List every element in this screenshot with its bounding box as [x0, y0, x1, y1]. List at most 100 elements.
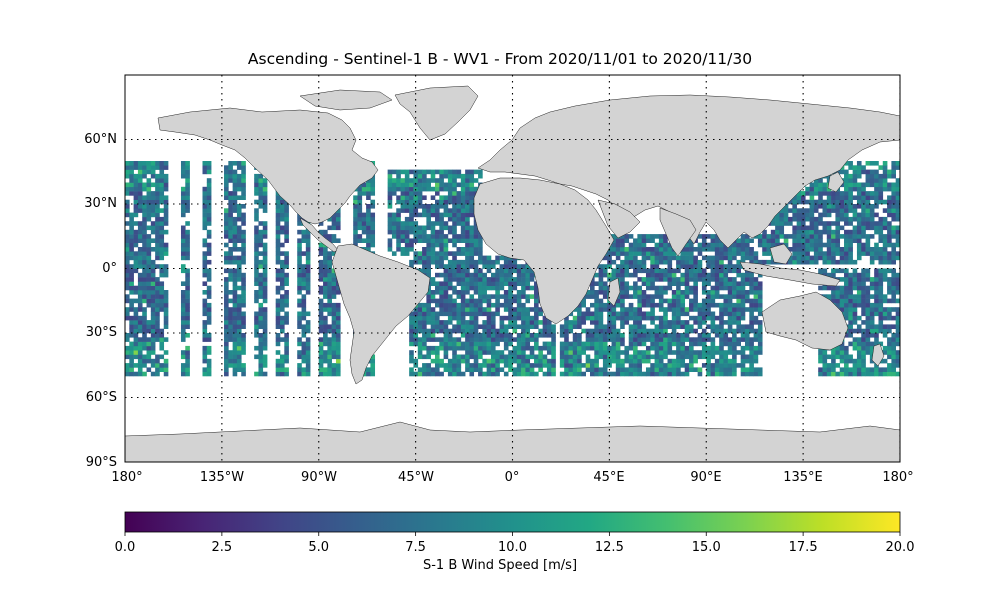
wind-cell	[305, 341, 311, 347]
wind-cell	[422, 225, 427, 231]
wind-cell	[280, 225, 285, 231]
wind-cell	[435, 363, 440, 368]
wind-cell	[719, 281, 724, 286]
wind-cell	[869, 161, 875, 166]
wind-cell	[232, 371, 238, 377]
wind-cell	[262, 221, 268, 226]
wind-cell	[357, 225, 363, 231]
wind-cell	[297, 324, 302, 329]
wind-cell	[129, 216, 134, 222]
wind-cell	[254, 216, 259, 222]
wind-cell	[305, 350, 311, 355]
wind-cell	[503, 333, 509, 338]
wind-cell	[469, 251, 475, 256]
wind-cell	[895, 277, 900, 282]
wind-cell	[236, 264, 242, 269]
wind-cell	[159, 165, 165, 170]
wind-cell	[783, 242, 789, 248]
wind-cell	[848, 281, 853, 286]
wind-cell	[732, 251, 737, 256]
wind-cell	[430, 242, 436, 248]
wind-cell	[331, 324, 337, 329]
wind-cell	[443, 225, 449, 231]
wind-cell	[460, 345, 466, 351]
wind-cell	[856, 345, 862, 351]
wind-cell	[422, 367, 427, 372]
wind-cell	[202, 191, 208, 196]
wind-cell	[779, 229, 785, 235]
wind-cell	[439, 371, 444, 377]
wind-cell	[142, 311, 147, 317]
wind-cell	[594, 290, 599, 295]
wind-cell	[503, 328, 509, 334]
wind-cell	[224, 165, 229, 170]
wind-cell	[232, 191, 238, 196]
wind-cell	[460, 328, 466, 334]
wind-cell	[525, 272, 531, 278]
wind-cell	[723, 247, 729, 252]
wind-cell	[508, 277, 513, 282]
wind-cell	[508, 285, 513, 291]
wind-cell	[645, 371, 651, 377]
wind-cell	[443, 208, 449, 213]
wind-cell	[775, 234, 780, 239]
wind-cell	[465, 367, 470, 372]
wind-cell	[495, 285, 500, 291]
wind-cell	[284, 345, 289, 351]
wind-cell	[895, 234, 900, 239]
wind-cell	[404, 204, 410, 209]
wind-cell	[129, 169, 134, 175]
wind-cell	[727, 277, 733, 282]
wind-cell	[650, 363, 655, 368]
wind-cell	[254, 311, 259, 317]
wind-cell	[844, 285, 849, 291]
wind-cell	[753, 328, 759, 334]
wind-cell	[865, 277, 871, 282]
wind-cell	[404, 191, 410, 196]
wind-cell	[275, 225, 281, 231]
wind-cell	[749, 277, 754, 282]
wind-cell	[327, 350, 332, 355]
wind-cell	[254, 178, 259, 183]
wind-cell	[129, 221, 134, 226]
wind-cell	[697, 302, 703, 308]
wind-cell	[163, 242, 169, 248]
wind-cell	[882, 350, 888, 355]
wind-cell	[516, 315, 522, 321]
wind-cell	[826, 208, 832, 213]
wind-cell	[323, 371, 328, 377]
wind-cell	[150, 358, 156, 364]
wind-cell	[874, 333, 879, 338]
wind-cell	[611, 272, 617, 278]
wind-cell	[137, 186, 143, 192]
wind-cell	[370, 225, 376, 231]
wind-cell	[460, 259, 466, 265]
wind-cell	[258, 238, 264, 243]
wind-cell	[297, 251, 302, 256]
wind-cell	[844, 186, 849, 192]
wind-cell	[745, 341, 750, 347]
wind-cell	[581, 302, 586, 308]
wind-cell	[732, 255, 737, 261]
wind-cell	[357, 234, 363, 239]
wind-cell	[495, 354, 500, 360]
wind-cell	[714, 363, 720, 368]
wind-cell	[568, 367, 574, 372]
wind-cell	[430, 208, 436, 213]
wind-cell	[637, 290, 642, 295]
wind-cell	[878, 285, 884, 291]
wind-cell	[878, 251, 884, 256]
wind-cell	[852, 302, 858, 308]
wind-cell	[305, 229, 311, 235]
wind-cell	[465, 272, 470, 278]
wind-cell	[280, 272, 285, 278]
wind-cell	[732, 367, 737, 372]
wind-cell	[396, 247, 401, 252]
wind-cell	[125, 264, 130, 269]
wind-cell	[848, 173, 853, 179]
wind-cell	[456, 363, 462, 368]
wind-cell	[396, 178, 401, 183]
wind-cell	[150, 229, 156, 235]
wind-cell	[753, 302, 759, 308]
wind-cell	[534, 354, 539, 360]
